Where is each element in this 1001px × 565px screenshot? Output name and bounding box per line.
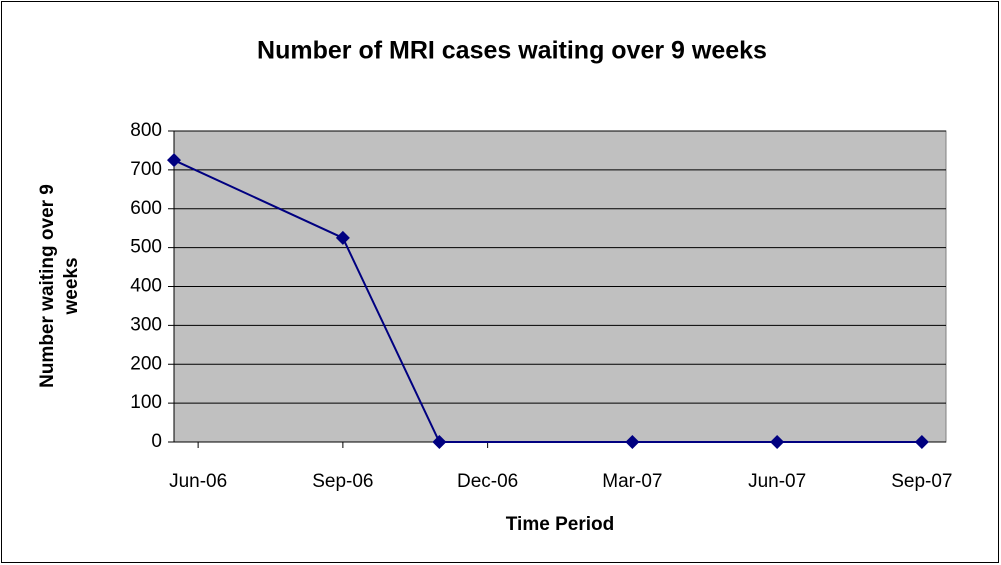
data-point <box>167 153 181 168</box>
x-tick-label: Dec-06 <box>457 471 518 492</box>
y-tick-label: 400 <box>130 276 162 297</box>
x-tick-label: Jun-07 <box>748 471 806 492</box>
x-tick-label: Sep-06 <box>312 471 373 492</box>
y-tick-label: 500 <box>130 237 162 258</box>
x-axis-label: Time Period <box>506 514 614 535</box>
y-tick-label: 700 <box>130 159 162 180</box>
y-tick-label: 0 <box>151 431 162 452</box>
y-tick-label: 800 <box>130 120 162 141</box>
y-tick-label: 600 <box>130 198 162 219</box>
y-axis-label: Number waiting over 9 <box>37 184 58 388</box>
x-tick-label: Mar-07 <box>602 471 662 492</box>
data-point <box>770 435 785 449</box>
y-tick-label: 300 <box>130 314 162 335</box>
data-point <box>335 230 350 245</box>
y-tick-label: 100 <box>130 392 162 413</box>
data-point <box>432 435 447 449</box>
y-axis-label: weeks <box>61 257 82 315</box>
y-tick-label: 200 <box>130 353 162 374</box>
data-point <box>625 435 640 449</box>
x-tick-label: Jun-06 <box>169 471 227 492</box>
x-tick-label: Sep-07 <box>891 471 952 492</box>
chart-title: Number of MRI cases waiting over 9 weeks <box>257 37 767 65</box>
data-point <box>914 435 929 449</box>
data-line <box>173 159 922 443</box>
